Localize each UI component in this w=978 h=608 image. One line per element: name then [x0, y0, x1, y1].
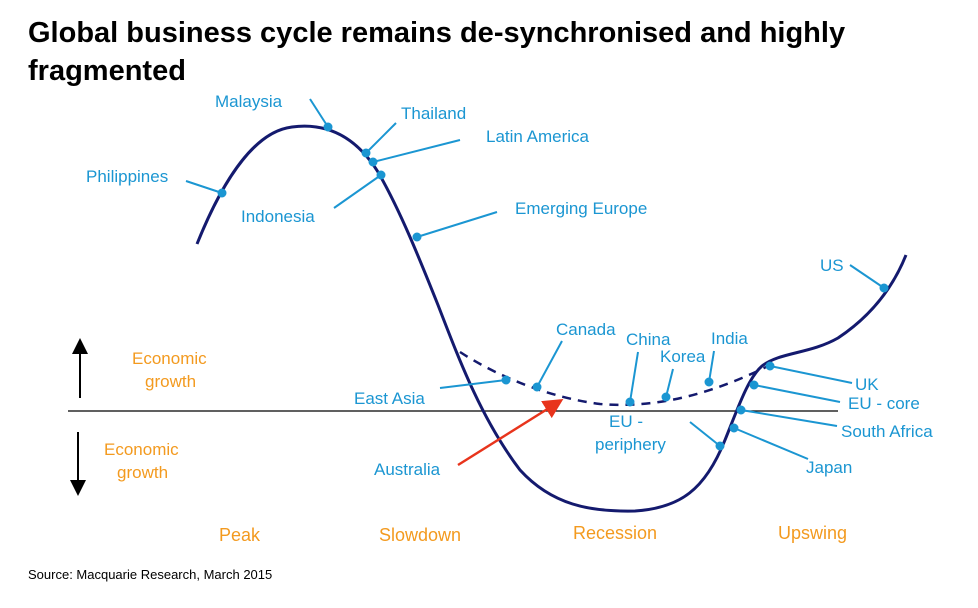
- business-cycle-curve: [195, 124, 908, 513]
- dot-thailand: [361, 148, 371, 158]
- label-east-asia: East Asia: [354, 389, 425, 408]
- leader-india: [708, 350, 715, 383]
- label-philippines: Philippines: [86, 167, 168, 186]
- leader-lines: [185, 98, 889, 460]
- dot-china: [625, 397, 635, 407]
- label-indonesia: Indonesia: [241, 207, 315, 226]
- leader-uk: [769, 365, 853, 384]
- label-australia: Australia: [374, 460, 441, 479]
- growth-lower-line2: growth: [117, 463, 168, 482]
- phase-slowdown: Slowdown: [379, 525, 461, 545]
- dot-canada: [532, 382, 542, 392]
- dot-us: [879, 283, 889, 293]
- dot-eu-periphery: [715, 441, 725, 451]
- leader-indonesia: [333, 174, 382, 209]
- alternative-cycle-dashed: [459, 350, 773, 407]
- phase-upswing: Upswing: [778, 523, 847, 543]
- source-note: Source: Macquarie Research, March 2015: [28, 567, 273, 582]
- leader-korea: [665, 368, 674, 398]
- leader-us: [849, 264, 885, 289]
- leader-latin-america: [372, 139, 461, 163]
- label-eu-periphery-line2: periphery: [595, 435, 666, 454]
- dot-indonesia: [376, 170, 386, 180]
- label-canada: Canada: [556, 320, 616, 339]
- leader-eu-core: [753, 384, 841, 403]
- leader-canada: [536, 340, 563, 388]
- label-india: India: [711, 329, 748, 348]
- leader-china: [629, 351, 639, 403]
- leader-malaysia: [309, 98, 329, 128]
- dot-india: [704, 377, 714, 387]
- dot-east-asia: [501, 375, 511, 385]
- label-eu-core: EU - core: [848, 394, 920, 413]
- leader-thailand: [365, 122, 397, 154]
- dot-korea: [661, 392, 671, 402]
- dot-eu-core: [749, 380, 759, 390]
- growth-upper-line1: Economic: [132, 349, 207, 368]
- label-japan: Japan: [806, 458, 852, 477]
- label-korea: Korea: [660, 347, 706, 366]
- label-eu-periphery-line1: EU -: [609, 412, 643, 431]
- dot-uk: [765, 361, 775, 371]
- leader-emerging-europe: [416, 211, 498, 238]
- phase-peak: Peak: [219, 525, 261, 545]
- dot-south-africa: [736, 405, 746, 415]
- label-uk: UK: [855, 375, 879, 394]
- dot-latin-america: [368, 157, 378, 167]
- label-thailand: Thailand: [401, 104, 466, 123]
- growth-lower-line1: Economic: [104, 440, 179, 459]
- dot-malaysia: [323, 122, 333, 132]
- leader-philippines: [185, 180, 223, 194]
- dot-japan: [729, 423, 739, 433]
- label-south-africa: South Africa: [841, 422, 933, 441]
- label-us: US: [820, 256, 844, 275]
- leader-east-asia: [439, 379, 507, 389]
- leader-japan: [733, 427, 809, 460]
- label-latin-america: Latin America: [486, 127, 590, 146]
- label-emerging-europe: Emerging Europe: [515, 199, 647, 218]
- leader-eu-periphery: [689, 421, 721, 447]
- dot-emerging-europe: [412, 232, 422, 242]
- phase-recession: Recession: [573, 523, 657, 543]
- label-malaysia: Malaysia: [215, 92, 283, 111]
- label-china: China: [626, 330, 671, 349]
- growth-upper-line2: growth: [145, 372, 196, 391]
- leader-south-africa: [740, 409, 838, 427]
- page-title: Global business cycle remains de-synchro…: [28, 17, 846, 87]
- australia-arrow: [457, 399, 564, 467]
- dot-philippines: [217, 188, 227, 198]
